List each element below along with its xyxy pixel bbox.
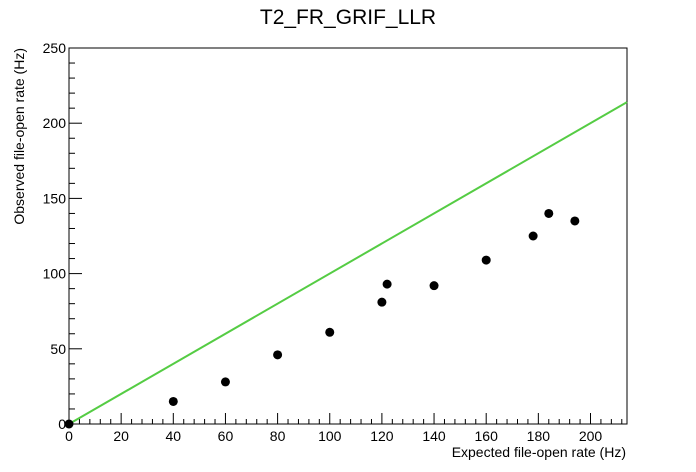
x-tick-label: 40 <box>166 428 182 444</box>
data-point <box>429 281 439 291</box>
data-point <box>382 279 392 289</box>
data-points <box>64 208 580 429</box>
x-tick-label: 180 <box>527 428 551 444</box>
plot-frame <box>68 47 628 425</box>
data-point <box>528 231 538 241</box>
y-tick-label: 50 <box>50 341 66 357</box>
y-axis-label: Observed file-open rate (Hz) <box>11 48 27 225</box>
x-tick-label: 140 <box>422 428 446 444</box>
x-tick-label: 160 <box>475 428 499 444</box>
y-tick-label: 0 <box>58 416 66 432</box>
data-point <box>220 377 230 387</box>
x-tick-label: 0 <box>65 428 73 444</box>
x-axis-label: Expected file-open rate (Hz) <box>452 444 626 460</box>
x-tick-label: 20 <box>113 428 129 444</box>
reference-line-series <box>68 101 628 425</box>
y-tick-label: 100 <box>43 266 67 282</box>
data-point <box>544 208 554 218</box>
data-point <box>168 396 178 406</box>
x-tick-label: 120 <box>370 428 394 444</box>
x-tick-label: 80 <box>270 428 286 444</box>
x-tick-label: 200 <box>579 428 603 444</box>
y-tick-label: 250 <box>43 40 67 56</box>
data-point <box>273 350 283 360</box>
y-tick-label: 200 <box>43 115 67 131</box>
x-tick-label: 100 <box>318 428 342 444</box>
data-point <box>570 216 580 226</box>
data-point <box>64 419 74 429</box>
chart-title: T2_FR_GRIF_LLR <box>260 6 436 29</box>
x-tick-label: 60 <box>218 428 234 444</box>
axes: 0 20 40 60 80 100 120 140 160 180 200 0 50 100 150 200 2… <box>43 40 628 444</box>
y-tick-label: 150 <box>43 190 67 206</box>
data-point <box>481 255 491 265</box>
data-point <box>377 297 387 307</box>
reference-line <box>68 101 628 425</box>
data-point <box>325 327 335 337</box>
